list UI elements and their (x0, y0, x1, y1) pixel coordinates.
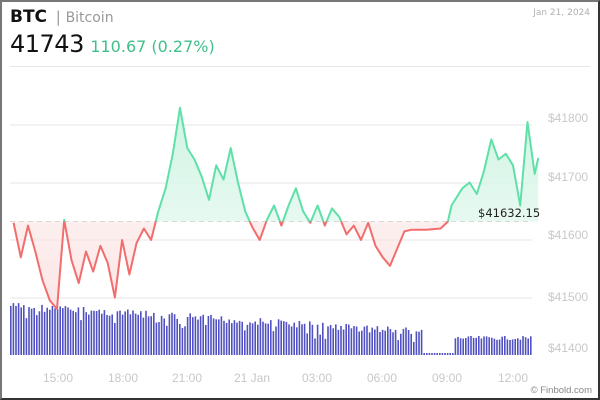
y-tick-label: $41400 (548, 341, 588, 355)
price-row: 41743 110.67 (0.27%) (10, 31, 215, 61)
price-change: 110.67 (0.27%) (90, 37, 215, 56)
x-tick-label: 18:00 (108, 371, 138, 385)
volume-bars (10, 303, 532, 355)
asset-name: Bitcoin (65, 10, 114, 26)
x-tick-label: 06:00 (367, 371, 397, 385)
price-area-above-reference (13, 107, 539, 222)
x-tick-label: 15:00 (43, 371, 73, 385)
y-tick-label: $41800 (548, 111, 588, 125)
x-tick-label: 09:00 (432, 371, 462, 385)
price-line-above-reference (63, 106, 540, 222)
header: BTC | Bitcoin 41743 110.67 (0.27%) (10, 6, 215, 61)
chart-date: Jan 21, 2024 (533, 8, 590, 18)
current-price: 41743 (10, 30, 84, 58)
x-tick-label: 12:00 (498, 371, 528, 385)
ticker-separator: | (55, 8, 61, 26)
ticker-symbol: BTC (10, 7, 48, 27)
ticker-row: BTC | Bitcoin (10, 6, 215, 29)
x-tick-label: 21 Jan (234, 371, 270, 385)
x-axis: 15:00 18:00 21:00 21 Jan 03:00 06:00 09:… (43, 371, 528, 385)
y-tick-label: $41700 (548, 170, 588, 184)
x-tick-label: 21:00 (172, 371, 202, 385)
y-tick-label: $41600 (548, 228, 588, 242)
y-axis: $41800 $41700 $41600 $41500 $41400 (548, 111, 588, 355)
price-line-below-reference (12, 221, 449, 310)
y-tick-label: $41500 (548, 290, 588, 304)
source-credit: © Finbold.com (530, 385, 592, 396)
x-tick-label: 03:00 (302, 371, 332, 385)
header-divider (10, 66, 590, 67)
reference-price-label: $41632.15 (478, 206, 540, 220)
